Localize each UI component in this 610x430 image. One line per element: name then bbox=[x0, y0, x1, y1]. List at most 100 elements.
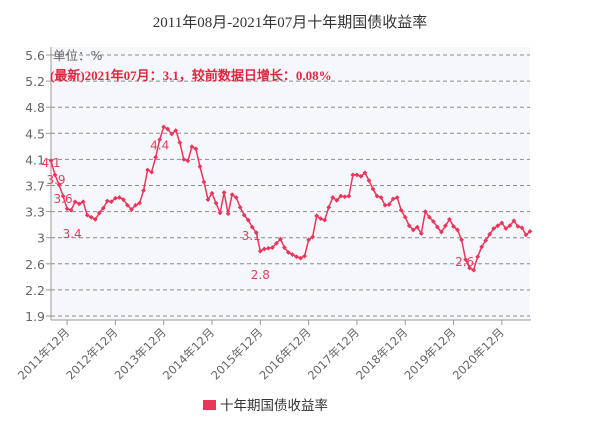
data-point bbox=[471, 267, 477, 273]
data-point bbox=[430, 219, 436, 224]
data-point bbox=[104, 198, 110, 204]
plot-area bbox=[51, 47, 530, 320]
data-point bbox=[261, 246, 267, 252]
data-point bbox=[237, 204, 243, 210]
y-tick-label: 4.8 bbox=[25, 100, 45, 115]
data-point bbox=[322, 217, 328, 223]
y-tick-label: 1.9 bbox=[25, 309, 45, 324]
y-tick-label: 2.6 bbox=[25, 257, 45, 272]
data-point bbox=[418, 231, 424, 236]
data-point bbox=[249, 224, 255, 230]
data-point bbox=[426, 214, 432, 220]
data-point bbox=[64, 206, 70, 212]
data-point bbox=[197, 164, 203, 169]
data-point bbox=[382, 202, 388, 208]
y-tick-label: 5.2 bbox=[25, 74, 45, 89]
data-point bbox=[76, 201, 82, 207]
data-label: 3.4 bbox=[63, 227, 82, 241]
x-axis: 2011年12月2012年12月2013年12月2014年12月2015年12月… bbox=[15, 319, 531, 382]
data-point bbox=[282, 245, 287, 250]
x-tick-label: 2020年12月 bbox=[450, 325, 507, 382]
data-label: 2.8 bbox=[251, 268, 270, 282]
data-point bbox=[358, 173, 364, 179]
data-point bbox=[149, 169, 155, 175]
data-point bbox=[527, 228, 533, 234]
data-point bbox=[100, 205, 106, 211]
data-point bbox=[181, 157, 187, 162]
data-point bbox=[310, 234, 316, 240]
data-point bbox=[245, 217, 251, 223]
data-point bbox=[133, 202, 138, 208]
legend-item[interactable]: 十年期国债收益率 bbox=[203, 397, 328, 414]
data-point bbox=[145, 167, 151, 173]
data-point bbox=[362, 170, 368, 176]
y-tick-label: 3.7 bbox=[25, 179, 45, 194]
data-point bbox=[410, 227, 416, 233]
data-point bbox=[366, 178, 372, 183]
data-point bbox=[274, 240, 279, 246]
data-label: 2.6 bbox=[455, 255, 474, 269]
data-point bbox=[519, 225, 525, 231]
data-point bbox=[491, 226, 497, 231]
data-point bbox=[52, 172, 58, 178]
data-point bbox=[221, 190, 227, 195]
data-point bbox=[334, 197, 340, 203]
chart-title: 2011年08月-2021年07月十年期国债收益率 bbox=[153, 14, 427, 31]
data-point bbox=[398, 207, 404, 213]
data-label: 4.4 bbox=[150, 139, 169, 153]
y-tick-label: 5.6 bbox=[25, 48, 45, 63]
data-point bbox=[108, 199, 114, 205]
data-point bbox=[173, 128, 179, 133]
data-label: 3.1 bbox=[242, 229, 261, 243]
gridlines bbox=[51, 54, 530, 317]
data-point bbox=[314, 213, 320, 219]
data-point bbox=[225, 211, 231, 217]
data-point bbox=[72, 199, 78, 205]
data-point bbox=[92, 216, 98, 222]
data-point bbox=[455, 227, 460, 233]
data-point bbox=[463, 257, 468, 262]
data-point bbox=[233, 195, 239, 200]
data-point bbox=[326, 204, 332, 210]
data-point bbox=[56, 182, 62, 188]
data-point bbox=[48, 158, 54, 164]
data-point bbox=[402, 214, 408, 220]
data-point bbox=[165, 126, 171, 132]
legend-label: 十年期国债收益率 bbox=[220, 397, 328, 414]
data-point bbox=[414, 224, 420, 230]
data-point bbox=[217, 210, 223, 216]
data-point bbox=[286, 250, 291, 255]
data-point bbox=[338, 193, 344, 199]
data-point bbox=[342, 194, 348, 200]
data-point bbox=[511, 218, 517, 224]
data-point bbox=[515, 224, 521, 229]
data-point bbox=[68, 207, 74, 213]
data-point bbox=[507, 223, 513, 229]
data-point bbox=[294, 254, 299, 260]
legend-swatch bbox=[203, 400, 216, 410]
data-point bbox=[318, 216, 324, 222]
data-point bbox=[370, 186, 376, 192]
data-label: 3.9 bbox=[46, 173, 65, 187]
data-point bbox=[253, 230, 259, 236]
data-point bbox=[96, 210, 102, 216]
data-point bbox=[302, 253, 307, 259]
data-point bbox=[503, 226, 509, 231]
latest-value-annotation: (最新)2021年07月：3.1，较前数据日增长：0.08% bbox=[50, 68, 332, 83]
data-point bbox=[378, 195, 384, 200]
data-point bbox=[193, 146, 199, 152]
y-tick-label: 4.5 bbox=[25, 126, 45, 141]
data-point bbox=[201, 179, 207, 185]
data-point bbox=[479, 244, 485, 250]
data-point bbox=[523, 232, 529, 238]
data-point bbox=[439, 229, 444, 235]
data-point bbox=[374, 193, 380, 199]
data-point bbox=[121, 197, 126, 203]
y-tick-label: 4.1 bbox=[25, 152, 45, 167]
data-point bbox=[213, 200, 219, 206]
y-axis-unit-label: 单位：% bbox=[53, 48, 103, 63]
data-point bbox=[205, 197, 211, 203]
data-point bbox=[117, 195, 122, 200]
data-point bbox=[129, 207, 134, 212]
data-point bbox=[241, 212, 247, 218]
